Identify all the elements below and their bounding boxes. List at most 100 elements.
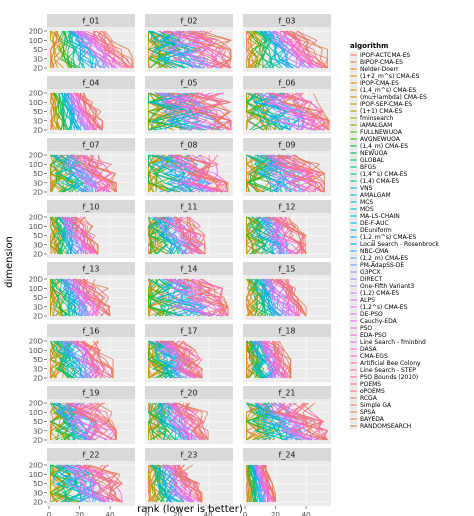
series-line	[76, 92, 103, 131]
series-line	[283, 92, 330, 131]
series-line	[67, 340, 89, 379]
strip-bg	[243, 386, 331, 399]
legend-item: One-Fifth Variant3	[349, 282, 414, 290]
legend-label: AMALGAM	[360, 192, 391, 199]
series-line	[148, 464, 154, 503]
series-line	[183, 30, 232, 69]
legend-label: (1+2_m^s) CMA-ES	[360, 73, 420, 80]
legend-label: ALPS	[360, 297, 375, 304]
y-tick-label: 2D	[33, 127, 43, 135]
series-line	[75, 340, 101, 379]
y-tick-label: 20D	[29, 276, 43, 284]
series-line	[173, 216, 202, 255]
y-tick-label: 5D	[33, 418, 43, 426]
series-line	[67, 30, 86, 69]
legend-label: CMA-EGS	[360, 353, 388, 360]
y-tick-label: 2D	[33, 251, 43, 259]
x-tick-label: 40	[204, 511, 213, 516]
series-line	[65, 402, 117, 441]
legend-label: SPSA	[360, 409, 376, 416]
series-line	[175, 402, 209, 441]
legend-label: POEMS	[360, 381, 381, 388]
series-line	[297, 30, 328, 69]
y-tick-label: 10D	[29, 223, 43, 231]
series-line	[179, 92, 232, 131]
legend-label: G3PCX	[360, 269, 380, 276]
y-tick-label: 3D	[33, 179, 43, 187]
strip-bg	[47, 14, 135, 27]
series-line	[71, 216, 99, 254]
series-line	[77, 30, 110, 69]
legend-label: NEWUOA	[360, 150, 388, 157]
legend-item: iAMALGAM	[349, 121, 392, 129]
legend-label: Local Search - Rosenbrock	[360, 241, 439, 248]
series-line	[260, 278, 275, 317]
panel-title: f_23	[181, 451, 198, 460]
panel-title: f_15	[279, 265, 296, 274]
panel-f_09: f_09	[243, 138, 331, 196]
legend-item: (1,2_m^s) CMA-ES	[349, 233, 416, 241]
legend-label: BAYEDA	[360, 416, 385, 423]
series-group	[50, 30, 134, 69]
legend-item: Cauchy-EDA	[349, 317, 398, 325]
series-group	[147, 278, 230, 317]
legend-item: PM-AdapSS-DE	[349, 261, 405, 269]
y-tick-label: 5D	[33, 232, 43, 240]
y-tick-label: 3D	[33, 365, 43, 373]
legend-label: Artificial Bee Colony	[360, 360, 421, 367]
legend-item: DEuniform	[349, 226, 392, 234]
series-line	[277, 402, 297, 441]
legend-label: (1+1) CMA-ES	[360, 108, 403, 115]
series-line	[78, 278, 95, 317]
legend-item: (mu+lambda) CMA-ES	[349, 93, 427, 101]
panel-title: f_03	[279, 17, 296, 26]
series-line	[188, 30, 232, 69]
legend-item: G3PCX	[349, 268, 380, 276]
series-line	[154, 402, 173, 441]
legend-label: DIRECT	[360, 276, 383, 283]
series-line	[261, 278, 281, 317]
y-tick-label: 3D	[33, 489, 43, 497]
series-group	[245, 92, 331, 131]
series-line	[176, 340, 203, 379]
series-line	[188, 154, 229, 193]
panel-title: f_19	[83, 389, 100, 398]
legend-label: IPOP-SEP-CMA-ES	[360, 101, 412, 108]
y-tick-label: 5D	[33, 46, 43, 54]
legend-item: VNS	[349, 184, 373, 192]
series-line	[296, 402, 329, 441]
series-line	[261, 464, 276, 503]
series-line	[246, 154, 293, 193]
legend-label: oPOEMS	[360, 388, 385, 395]
panel-f_20: f_20	[145, 386, 233, 444]
panel-f_23: f_23 0 20 40	[145, 448, 233, 516]
legend-label: Cauchy-EDA	[360, 318, 398, 325]
series-line	[72, 464, 117, 503]
legend-label: Line Search - fminbnd	[360, 339, 426, 346]
legend-item: NEWUOA	[349, 149, 388, 157]
legend-label: RCGA	[360, 395, 378, 402]
series-line	[51, 154, 65, 193]
series-line	[59, 30, 74, 69]
series-line	[285, 154, 321, 193]
series-line	[175, 402, 206, 441]
strip-bg	[145, 262, 233, 275]
series-line	[264, 340, 281, 379]
series-line	[99, 30, 134, 69]
legend-label: MA-LS-CHAIN	[360, 213, 400, 220]
series-line	[290, 30, 324, 69]
y-tick-label: 2D	[33, 499, 43, 507]
strip-bg	[145, 76, 233, 89]
series-line	[272, 92, 323, 131]
panel-f_14: f_14	[145, 262, 233, 320]
y-tick-label: 10D	[29, 37, 43, 45]
series-group	[245, 464, 276, 503]
series-line	[278, 216, 303, 255]
legend-label: (1,4_m^s) CMA-ES	[360, 87, 416, 94]
series-line	[50, 402, 66, 441]
strip-bg	[243, 76, 331, 89]
series-group	[245, 154, 326, 193]
legend-item: PSO Bounds (2010)	[349, 373, 418, 381]
